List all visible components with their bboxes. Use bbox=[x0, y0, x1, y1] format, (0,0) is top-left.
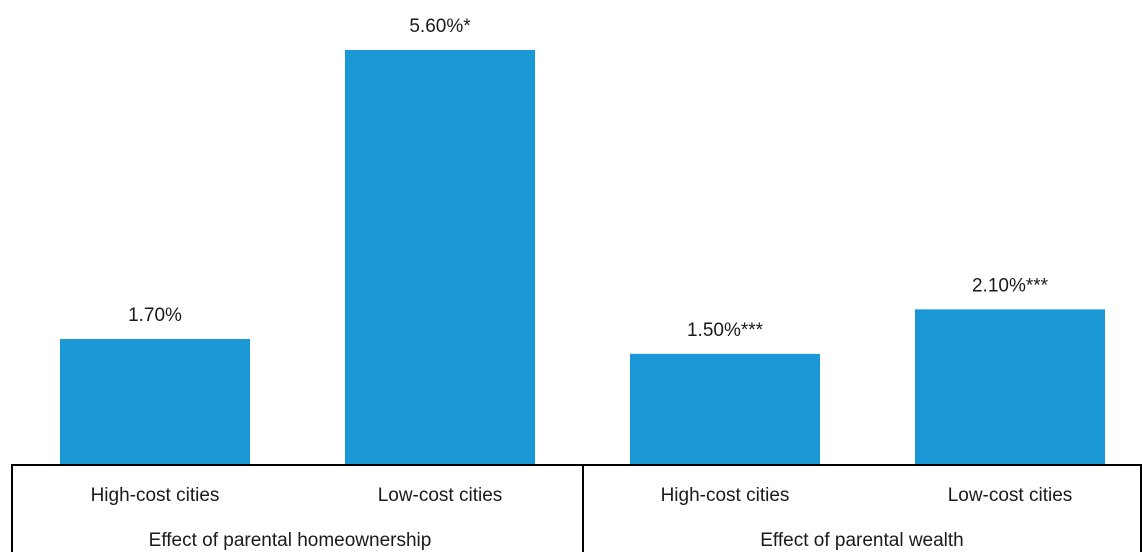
group-label-1: Effect of parental homeownership bbox=[149, 530, 432, 551]
category-label-2-2: Low-cost cities bbox=[948, 485, 1073, 506]
category-label-1-2: Low-cost cities bbox=[378, 485, 503, 506]
group-label-2: Effect of parental wealth bbox=[760, 530, 964, 551]
category-table-frame bbox=[11, 464, 1142, 552]
value-label-2-2: 2.10%*** bbox=[972, 275, 1049, 296]
value-label-2-1: 1.50%*** bbox=[687, 320, 764, 341]
bar-1-1 bbox=[60, 339, 250, 465]
category-labels-layer: High-cost cities Low-cost cities High-cost… bbox=[91, 485, 1073, 506]
value-label-1-1: 1.70% bbox=[128, 305, 182, 326]
value-label-1-2: 5.60%* bbox=[409, 16, 471, 37]
category-label-1-1: High-cost cities bbox=[91, 485, 220, 506]
value-labels-layer: 1.70% 5.60%* 1.50%*** 2.10%*** bbox=[128, 16, 1049, 341]
bars-layer bbox=[60, 50, 1105, 465]
category-label-2-1: High-cost cities bbox=[661, 485, 790, 506]
bar-2-2 bbox=[915, 309, 1105, 465]
bar-1-2 bbox=[345, 50, 535, 465]
group-labels-layer: Effect of parental homeownership Effect o… bbox=[149, 530, 964, 551]
bar-2-1 bbox=[630, 353, 820, 465]
